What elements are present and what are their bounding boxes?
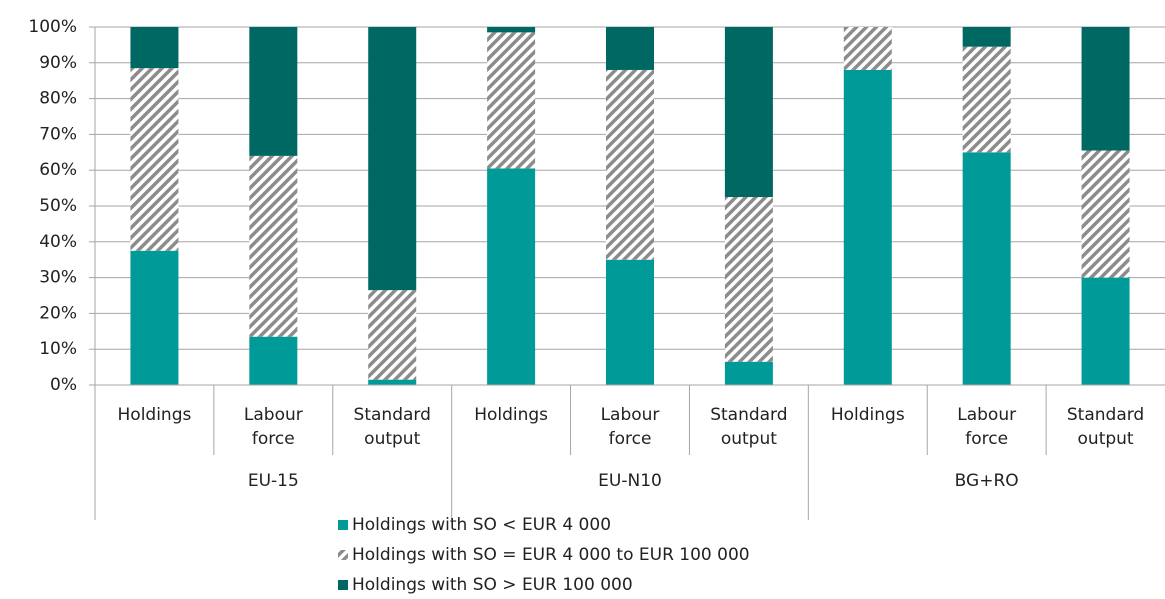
bar-segment	[962, 46, 1011, 153]
bar-segment	[249, 27, 298, 156]
x-tick-label: Holdings	[118, 405, 192, 425]
group-label: EU-15	[248, 471, 299, 491]
bar-segment	[487, 168, 536, 385]
y-tick-label: 100%	[28, 17, 77, 37]
bar-segment	[962, 152, 1011, 385]
bar-segment	[368, 379, 417, 385]
x-tick-label: Standard output	[710, 405, 787, 449]
bar-segment	[1081, 150, 1130, 278]
x-tick-label: Labour force	[244, 405, 303, 449]
bar-segment	[724, 27, 773, 198]
y-tick-label: 90%	[39, 53, 77, 73]
bar-segment	[487, 27, 536, 33]
x-tick-label: Holdings	[831, 405, 905, 425]
legend-swatch	[338, 550, 348, 560]
legend-label: Holdings with SO < EUR 4 000	[352, 515, 611, 535]
bar-segment	[724, 197, 773, 362]
y-tick-label: 60%	[39, 160, 77, 180]
bar-segment	[606, 259, 654, 385]
legend-label: Holdings with SO > EUR 100 000	[352, 575, 633, 595]
legend-swatch	[338, 580, 348, 590]
bar-segment	[1081, 277, 1130, 385]
bar-segment	[487, 32, 536, 169]
y-tick-label: 0%	[50, 375, 77, 395]
bar-segment	[249, 336, 298, 385]
bar-segment	[368, 290, 417, 380]
y-tick-label: 20%	[39, 303, 77, 323]
bar-segment	[249, 155, 298, 337]
bar-segment	[843, 69, 892, 386]
y-tick-label: 80%	[39, 89, 77, 109]
legend-label: Holdings with SO = EUR 4 000 to EUR 100 …	[352, 545, 750, 565]
x-tick-label: Holdings	[474, 405, 548, 425]
x-tick-label: Standard output	[1067, 405, 1144, 449]
legend-swatch	[338, 520, 348, 530]
y-tick-label: 70%	[39, 124, 77, 144]
bar-segment	[1081, 27, 1130, 151]
bar-segment	[843, 27, 892, 70]
x-tick-label: Labour force	[601, 405, 660, 449]
x-tick-label: Standard output	[354, 405, 431, 449]
y-tick-label: 10%	[39, 339, 77, 359]
y-tick-label: 30%	[39, 268, 77, 288]
bar-segment	[724, 361, 773, 385]
y-tick-label: 50%	[39, 196, 77, 216]
y-tick-label: 40%	[39, 232, 77, 252]
bar-segment	[962, 27, 1011, 47]
group-label: EU-N10	[598, 471, 662, 491]
bar-segment	[130, 250, 179, 385]
bar-segment	[130, 68, 179, 251]
bar-segment	[130, 27, 179, 69]
group-label: BG+RO	[955, 471, 1019, 491]
bar-segment	[368, 27, 417, 291]
x-tick-label: Labour force	[957, 405, 1016, 449]
bar-segment	[606, 27, 654, 70]
bar-segment	[606, 69, 654, 260]
